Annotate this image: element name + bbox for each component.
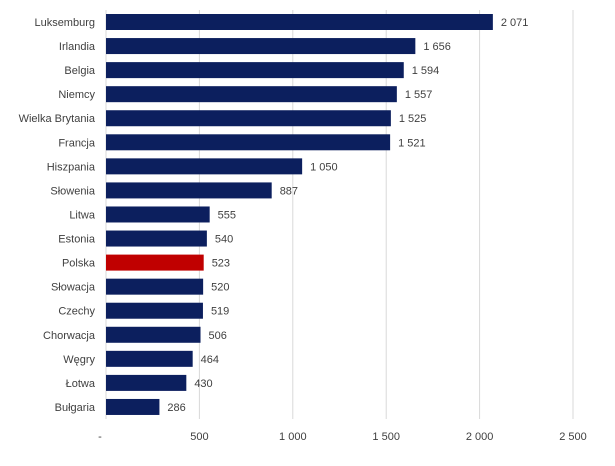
bar-3 <box>106 86 397 103</box>
bar-7 <box>106 182 272 199</box>
category-label: Belgia <box>64 65 95 77</box>
bar-10 <box>106 254 204 271</box>
value-label: 286 <box>167 402 185 414</box>
x-axis-tick-labels: - 500 1 000 1 500 2 000 2 500 <box>98 431 587 443</box>
category-label: Bułgaria <box>55 402 96 414</box>
value-label: 540 <box>215 234 233 246</box>
category-label: Wielka Brytania <box>19 113 96 125</box>
value-label: 520 <box>211 282 229 294</box>
category-label: Hiszpania <box>47 161 96 173</box>
x-tick-label: 2 500 <box>559 431 587 443</box>
bar-13 <box>106 326 201 343</box>
x-tick-label: 1 500 <box>372 431 400 443</box>
value-label: 555 <box>218 209 236 221</box>
bar-0 <box>106 14 493 30</box>
bar-5 <box>106 134 391 151</box>
category-label: Estonia <box>58 234 96 246</box>
value-label: 1 525 <box>399 113 427 125</box>
bar-2 <box>106 62 404 79</box>
value-labels: 2 071 1 656 1 594 1 557 1 525 1 521 1 050 887 55… <box>167 17 528 414</box>
value-label: 519 <box>211 306 229 318</box>
category-label: Czechy <box>58 306 95 318</box>
bar-6 <box>106 158 303 175</box>
category-label: Luksemburg <box>34 17 95 29</box>
category-label: Słowacja <box>51 282 96 294</box>
bar-16 <box>106 398 160 415</box>
x-tick-label: 500 <box>190 431 208 443</box>
category-label: Łotwa <box>66 378 96 390</box>
value-label: 464 <box>201 354 219 366</box>
bar-4 <box>106 110 391 127</box>
x-tick-label: 1 000 <box>279 431 307 443</box>
x-tick-label: - <box>98 431 102 443</box>
category-label: Francja <box>58 137 96 149</box>
category-labels: Luksemburg Irlandia Belgia Niemcy Wielka Bry… <box>19 17 96 414</box>
category-label: Słowenia <box>50 185 96 197</box>
bar-15 <box>106 374 187 391</box>
value-label: 1 656 <box>423 41 451 53</box>
bar-8 <box>106 206 210 223</box>
category-label: Litwa <box>69 209 96 221</box>
value-label: 1 050 <box>310 161 338 173</box>
value-label: 1 594 <box>412 65 440 77</box>
value-label: 2 071 <box>501 17 529 29</box>
value-label: 1 521 <box>398 137 426 149</box>
category-label: Irlandia <box>59 41 96 53</box>
bar-11 <box>106 278 204 295</box>
value-label: 506 <box>209 330 227 342</box>
bar-12 <box>106 302 203 319</box>
category-label: Węgry <box>63 354 95 366</box>
value-label: 1 557 <box>405 89 433 101</box>
bar-1 <box>106 38 416 55</box>
value-label: 523 <box>212 258 230 270</box>
value-label: 430 <box>194 378 212 390</box>
bars <box>106 14 493 415</box>
category-label: Polska <box>62 258 96 270</box>
bar-9 <box>106 230 207 247</box>
x-tick-label: 2 000 <box>466 431 494 443</box>
value-label: 887 <box>280 185 298 197</box>
bar-14 <box>106 350 193 367</box>
category-label: Chorwacja <box>43 330 96 342</box>
category-label: Niemcy <box>58 89 95 101</box>
